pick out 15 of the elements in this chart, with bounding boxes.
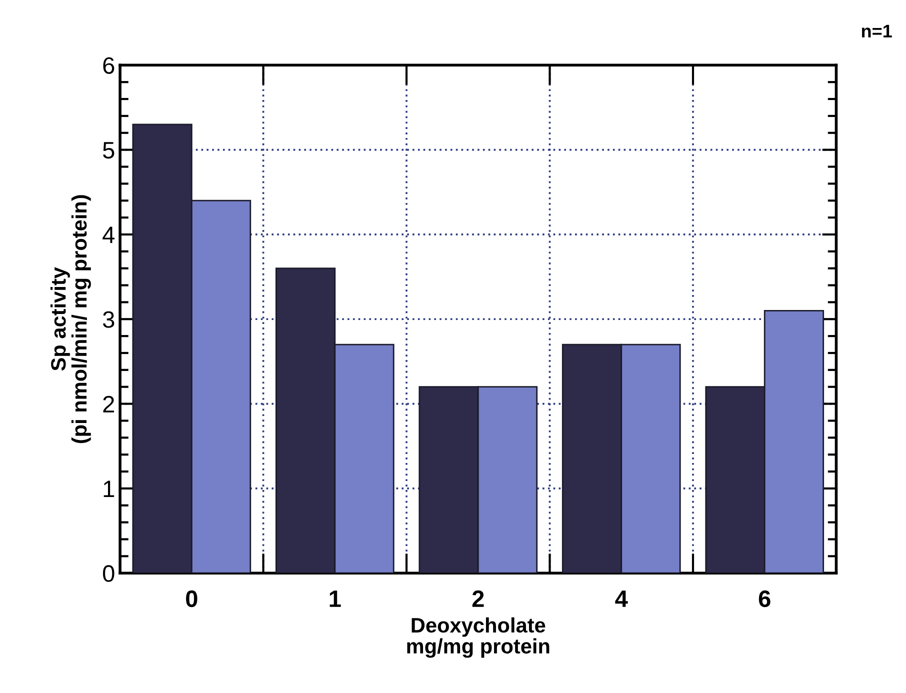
y-tick-label: 5 bbox=[103, 142, 114, 159]
x-axis-title: Deoxycholate mg/mg protein bbox=[407, 617, 550, 658]
x-tick-label: 1 bbox=[330, 590, 341, 607]
y-tick-label: 2 bbox=[103, 396, 114, 412]
x-tick-label: 2 bbox=[472, 590, 484, 607]
y-tick-label: 1 bbox=[104, 480, 114, 498]
x-tick-label: 6 bbox=[758, 590, 770, 608]
y-tick-label: 4 bbox=[102, 226, 114, 244]
y-tick-label: 0 bbox=[102, 565, 114, 582]
x-tick-label: 0 bbox=[186, 590, 198, 608]
x-tick-label: 4 bbox=[615, 590, 628, 607]
y-axis-title: Sp activity (pi nmol/min/ mg protein) bbox=[50, 195, 91, 444]
y-tick-label: 3 bbox=[102, 311, 114, 328]
text: n=1 bbox=[862, 24, 892, 38]
y-tick-label: 6 bbox=[103, 57, 114, 74]
